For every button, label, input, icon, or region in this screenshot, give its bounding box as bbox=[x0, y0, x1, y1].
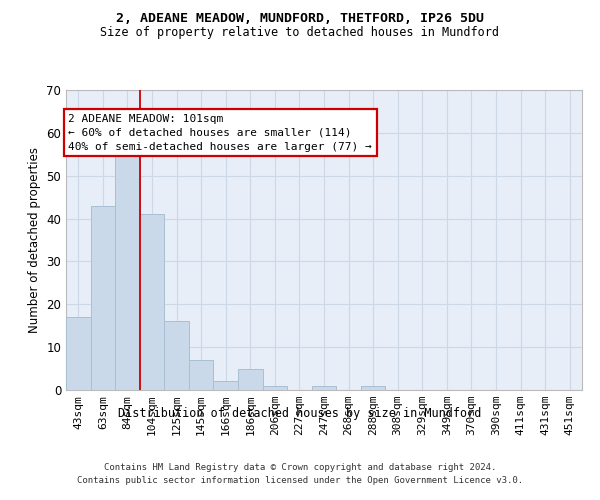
Y-axis label: Number of detached properties: Number of detached properties bbox=[28, 147, 41, 333]
Bar bbox=[361, 386, 385, 390]
Bar bbox=[164, 322, 189, 390]
Bar bbox=[312, 386, 336, 390]
Bar bbox=[91, 206, 115, 390]
Bar bbox=[189, 360, 214, 390]
Text: Contains public sector information licensed under the Open Government Licence v3: Contains public sector information licen… bbox=[77, 476, 523, 485]
Bar bbox=[263, 386, 287, 390]
Bar bbox=[238, 368, 263, 390]
Text: 2 ADEANE MEADOW: 101sqm
← 60% of detached houses are smaller (114)
40% of semi-d: 2 ADEANE MEADOW: 101sqm ← 60% of detache… bbox=[68, 114, 372, 152]
Bar bbox=[140, 214, 164, 390]
Text: Contains HM Land Registry data © Crown copyright and database right 2024.: Contains HM Land Registry data © Crown c… bbox=[104, 462, 496, 471]
Bar bbox=[214, 382, 238, 390]
Bar bbox=[66, 317, 91, 390]
Text: 2, ADEANE MEADOW, MUNDFORD, THETFORD, IP26 5DU: 2, ADEANE MEADOW, MUNDFORD, THETFORD, IP… bbox=[116, 12, 484, 26]
Text: Distribution of detached houses by size in Mundford: Distribution of detached houses by size … bbox=[118, 408, 482, 420]
Bar bbox=[115, 142, 140, 390]
Text: Size of property relative to detached houses in Mundford: Size of property relative to detached ho… bbox=[101, 26, 499, 39]
